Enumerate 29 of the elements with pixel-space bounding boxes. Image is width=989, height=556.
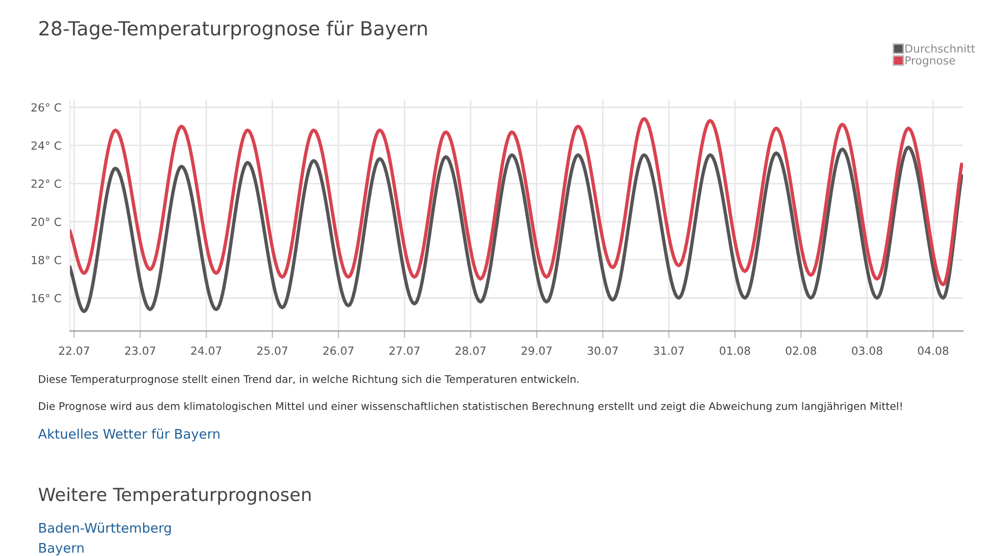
y-tick-label: 16° C [32,294,62,302]
x-tick-label: 02.08 [786,346,816,355]
x-tick-label: 24.07 [191,346,222,355]
x-tick-label: 04.08 [918,346,948,355]
x-tick-label: 23.07 [125,346,156,355]
x-tick-label: 30.07 [588,346,618,355]
x-tick-label: 28.07 [456,346,486,355]
x-tick-label: 25.07 [257,346,288,355]
x-tick-label: 03.08 [852,346,882,355]
text: Bayern [39,543,84,556]
x-tick-label: 31.07 [654,346,684,355]
text: Baden-Württemberg [39,522,171,536]
y-tick-label: 22° C [31,180,62,188]
text: Die Prognose wird aus dem klimatologischen Mittel und einer wissenschaftlichen statistischen Berechnung erstellt und zeigt die Abweichung zum langjährigen Mittel! [39,402,902,412]
x-tick-label: 29.07 [522,346,552,355]
y-tick-label: 24° C [31,141,62,150]
legend-label: Durchschnitt [906,44,976,53]
x-tick-label: 26.07 [323,346,354,355]
legend-label: Prognose [906,56,956,67]
y-tick-label: 20° C [31,218,62,226]
chart-title: 28-Tage-Temperaturprognose für Bayern [39,20,427,40]
y-tick-label: 26° C [31,103,62,112]
x-tick-label: 27.07 [389,346,420,355]
text: Diese Temperaturprognose stellt einen Trend dar, in welche Richtung sich die Temperaturen entwickeln. [39,374,578,386]
y-tick-label: 18° C [32,256,62,264]
text: Aktuelles Wetter für Bayern [38,428,220,442]
x-tick-label: 22.07 [59,346,90,355]
text: Weitere Temperaturprognosen [38,487,311,505]
x-tick-label: 01.08 [720,346,750,355]
